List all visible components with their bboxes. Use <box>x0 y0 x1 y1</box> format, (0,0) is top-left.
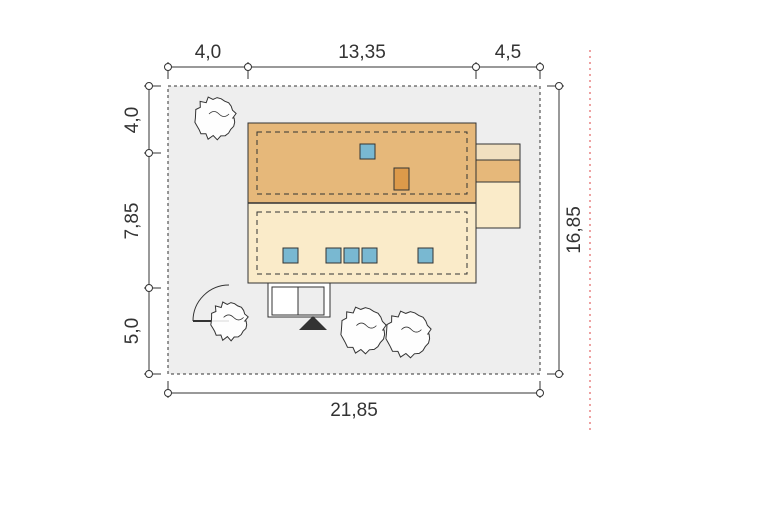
dim-label-bottom-0: 21,85 <box>330 400 378 421</box>
dim-label-top-0: 4,0 <box>195 42 221 63</box>
dim-marker-bottom-1 <box>537 390 544 397</box>
dim-label-top-1: 13,35 <box>338 42 386 63</box>
dim-marker-left-0 <box>146 83 153 90</box>
dim-label-top-2: 4,5 <box>495 42 521 63</box>
site-plan-svg: 4,0 13,35 4,5 21,85 4,0 7,85 5,0 16,85 <box>0 0 780 503</box>
dim-marker-left-2 <box>146 285 153 292</box>
side-porch-seg-1 <box>476 160 520 182</box>
dim-marker-right-1 <box>556 371 563 378</box>
roof-window-3 <box>362 248 377 263</box>
dim-marker-right-0 <box>556 83 563 90</box>
roof-window-4 <box>418 248 433 263</box>
site-plan-canvas: 4,0 13,35 4,5 21,85 4,0 7,85 5,0 16,85 <box>0 0 780 503</box>
dim-label-left-1: 7,85 <box>122 203 143 240</box>
roof-south-slope <box>248 203 476 283</box>
dim-label-left-2: 5,0 <box>122 318 143 344</box>
roof-window-1 <box>326 248 341 263</box>
roof-window-0 <box>283 248 298 263</box>
vestibule-box-1 <box>298 287 324 315</box>
roof-north-slope <box>248 123 476 203</box>
side-porch-seg-2 <box>476 182 520 228</box>
dim-label-left-0: 4,0 <box>122 107 143 133</box>
vestibule-box-0 <box>272 287 298 315</box>
roof-window-2 <box>344 248 359 263</box>
side-porch-seg-0 <box>476 144 520 160</box>
dim-marker-top-0 <box>165 64 172 71</box>
skylight-0 <box>360 144 375 159</box>
dim-marker-top-2 <box>473 64 480 71</box>
dim-marker-top-1 <box>245 64 252 71</box>
dim-marker-bottom-0 <box>165 390 172 397</box>
dim-marker-left-1 <box>146 150 153 157</box>
dim-label-right-0: 16,85 <box>564 206 585 254</box>
skylight-1 <box>394 168 409 190</box>
dim-marker-top-3 <box>537 64 544 71</box>
dim-marker-left-3 <box>146 371 153 378</box>
